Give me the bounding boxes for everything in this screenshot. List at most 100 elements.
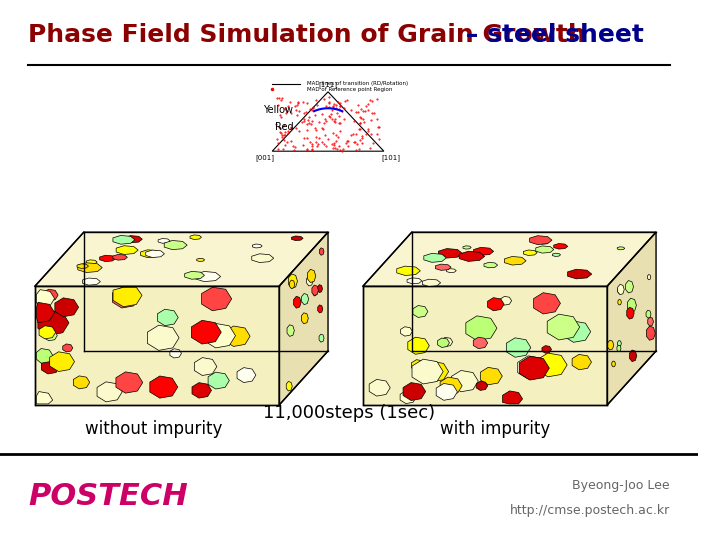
Polygon shape [473,337,487,349]
Polygon shape [397,266,420,275]
Polygon shape [63,344,73,352]
Polygon shape [505,256,526,265]
Text: Phase Field Simulation of Grain Growth: Phase Field Simulation of Grain Growth [28,23,585,47]
Text: [111]: [111] [318,82,338,88]
Polygon shape [319,334,324,342]
Polygon shape [530,235,552,245]
Polygon shape [648,317,654,326]
Polygon shape [480,367,503,385]
Polygon shape [294,296,301,308]
Polygon shape [116,246,138,254]
Polygon shape [148,325,179,350]
Polygon shape [39,326,55,339]
Polygon shape [554,244,568,249]
Polygon shape [318,305,323,313]
Polygon shape [618,285,624,295]
Polygon shape [646,310,651,318]
Text: http://cmse.postech.ac.kr: http://cmse.postech.ac.kr [510,504,670,517]
Polygon shape [272,92,384,151]
Polygon shape [506,338,531,357]
Text: Byeong-Joo Lee: Byeong-Joo Lee [572,480,670,492]
Polygon shape [307,269,316,282]
Polygon shape [195,272,220,281]
Polygon shape [36,348,53,363]
Polygon shape [474,247,494,255]
Polygon shape [403,382,426,401]
Polygon shape [423,279,441,286]
Polygon shape [151,337,165,348]
Polygon shape [302,294,309,305]
Polygon shape [618,341,621,347]
Polygon shape [279,232,328,405]
Polygon shape [185,272,204,279]
Polygon shape [112,287,139,308]
Polygon shape [537,353,567,377]
Polygon shape [41,360,60,374]
Polygon shape [208,372,230,389]
Polygon shape [158,309,179,326]
Polygon shape [116,372,143,393]
Polygon shape [618,299,621,305]
Polygon shape [73,376,90,389]
Polygon shape [408,337,429,354]
Polygon shape [190,235,202,239]
Polygon shape [539,240,549,244]
Polygon shape [484,262,498,268]
Polygon shape [158,239,170,244]
Text: Yellow: Yellow [263,105,293,116]
Polygon shape [287,381,292,391]
Polygon shape [400,327,413,336]
Text: [001]: [001] [256,154,275,161]
Polygon shape [237,368,256,382]
Polygon shape [440,377,462,395]
Polygon shape [618,287,622,294]
Polygon shape [536,246,554,253]
Polygon shape [86,260,97,264]
Polygon shape [36,302,55,323]
Polygon shape [38,310,69,335]
Polygon shape [438,338,449,347]
Text: 11,000steps (1sec): 11,000steps (1sec) [263,404,435,422]
Polygon shape [547,314,580,340]
Polygon shape [459,251,485,261]
Polygon shape [500,296,512,305]
Polygon shape [192,383,212,398]
Polygon shape [113,235,135,244]
Polygon shape [542,346,552,353]
Polygon shape [407,278,422,284]
Polygon shape [519,356,549,380]
Polygon shape [438,248,462,258]
Polygon shape [318,285,323,293]
Polygon shape [320,248,324,255]
Polygon shape [629,350,636,362]
Polygon shape [523,250,537,255]
Polygon shape [424,253,446,262]
Polygon shape [55,298,78,316]
Polygon shape [564,321,590,342]
Polygon shape [451,370,478,392]
Text: MAD of Reference point Region: MAD of Reference point Region [307,86,392,92]
Text: POSTECH: POSTECH [28,482,188,511]
Polygon shape [612,361,616,367]
Polygon shape [204,323,235,348]
Polygon shape [99,255,116,261]
Polygon shape [617,247,625,250]
Polygon shape [647,274,651,280]
Polygon shape [572,354,592,370]
Polygon shape [36,289,55,307]
Polygon shape [113,254,127,260]
Polygon shape [50,352,74,372]
Polygon shape [627,298,636,313]
Polygon shape [97,382,122,402]
Polygon shape [607,232,656,405]
Polygon shape [192,320,221,344]
Polygon shape [534,293,560,314]
Polygon shape [170,349,181,358]
Polygon shape [363,232,656,286]
Polygon shape [164,240,187,249]
Polygon shape [369,380,390,396]
Polygon shape [363,286,607,405]
Polygon shape [302,313,308,324]
Polygon shape [77,264,89,268]
Polygon shape [436,264,451,271]
